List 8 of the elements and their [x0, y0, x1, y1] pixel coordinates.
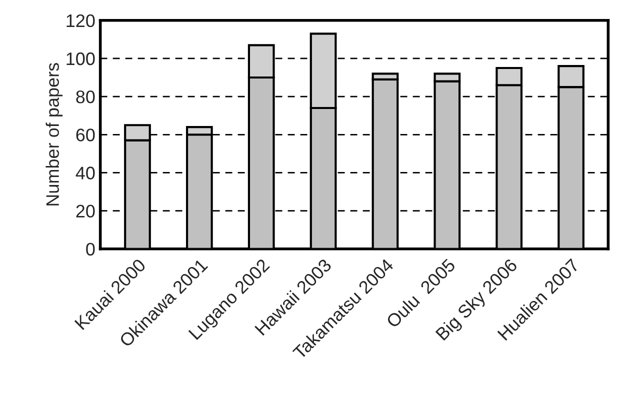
y-tick-label: 120 — [66, 14, 95, 28]
y-axis-title: Number of papers — [46, 63, 63, 206]
y-tick-label: 40 — [76, 166, 95, 180]
y-tick-label: 0 — [86, 242, 95, 256]
y-tick-label: 60 — [76, 128, 95, 142]
y-tick-label: 100 — [66, 52, 95, 66]
y-tick-label: 20 — [76, 204, 95, 218]
y-tick-label: 80 — [76, 90, 95, 104]
